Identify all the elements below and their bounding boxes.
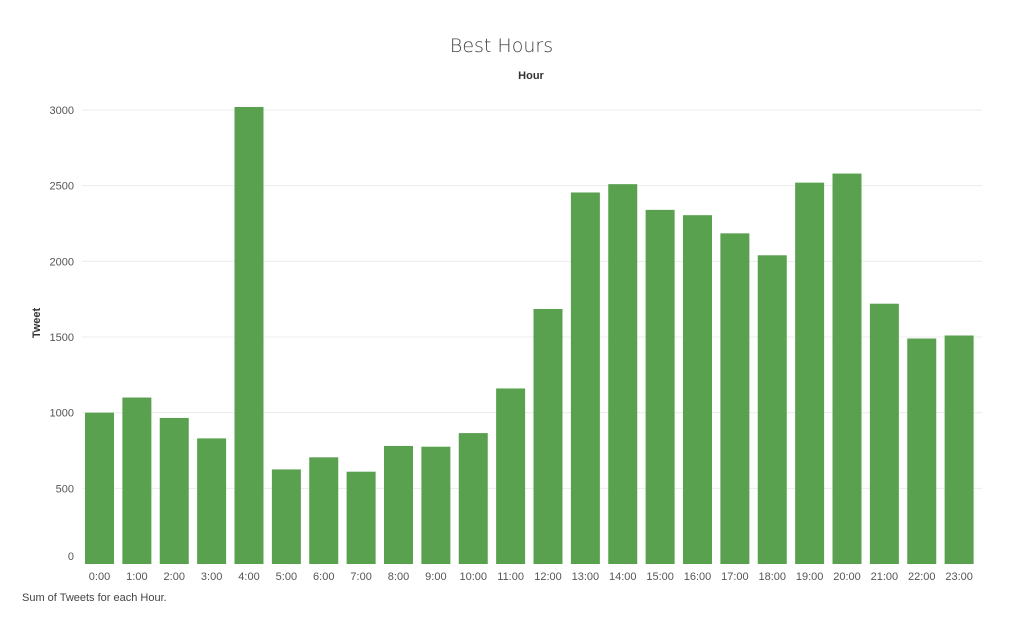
y-tick-label: 0 (68, 551, 74, 563)
bar-11-00[interactable] (496, 388, 526, 564)
x-tick-label: 13:00 (572, 571, 600, 583)
bar-23-00[interactable] (944, 335, 974, 564)
bar-13-00[interactable] (570, 192, 600, 564)
x-tick-label: 10:00 (459, 571, 487, 583)
bar-17-00[interactable] (720, 233, 750, 564)
chart-caption: Sum of Tweets for each Hour. (22, 592, 167, 604)
y-axis: 0 500 1000 1500 2000 2500 3000 (50, 105, 74, 563)
x-axis: 0:00 1:00 2:00 3:00 4:00 5:00 6:00 7:00 8:00 9:00… (89, 571, 973, 583)
bar-6-00[interactable] (309, 457, 339, 564)
y-tick-label: 1500 (50, 332, 74, 344)
x-tick-label: 9:00 (425, 571, 446, 583)
bar-18-00[interactable] (757, 255, 787, 564)
bar-2-00[interactable] (159, 417, 189, 564)
bar-14-00[interactable] (608, 184, 638, 565)
x-tick-label: 11:00 (497, 571, 524, 583)
x-tick-label: 15:00 (646, 571, 674, 583)
bar-10-00[interactable] (458, 433, 488, 564)
x-tick-label: 21:00 (871, 571, 899, 583)
x-tick-label: 3:00 (201, 571, 222, 583)
x-tick-label: 17:00 (721, 571, 749, 583)
x-axis-header-label: Hour (518, 70, 544, 82)
x-tick-label: 12:00 (534, 571, 562, 583)
bar-20-00[interactable] (832, 173, 862, 564)
x-tick-label: 6:00 (313, 571, 334, 583)
chart-title: Best Hours (449, 35, 554, 57)
x-tick-label: 7:00 (350, 571, 371, 583)
bar-0-00[interactable] (85, 412, 114, 564)
bar-22-00[interactable] (907, 338, 937, 564)
x-tick-label: 18:00 (758, 571, 786, 583)
x-tick-label: 4:00 (238, 571, 259, 583)
x-tick-label: 5:00 (276, 571, 297, 583)
x-tick-label: 19:00 (796, 571, 824, 583)
x-tick-label: 8:00 (388, 571, 409, 583)
bar-3-00[interactable] (197, 438, 227, 564)
bar-7-00[interactable] (346, 471, 376, 564)
x-tick-label: 16:00 (684, 571, 712, 583)
x-tick-label: 2:00 (164, 571, 185, 583)
y-tick-label: 3000 (50, 105, 74, 117)
x-tick-label: 23:00 (945, 571, 973, 583)
bar-4-00[interactable] (234, 106, 264, 565)
bar-15-00[interactable] (645, 209, 675, 564)
x-tick-label: 14:00 (609, 571, 637, 583)
x-tick-label: 0:00 (89, 571, 110, 583)
bars (85, 106, 974, 565)
bar-5-00[interactable] (271, 469, 301, 564)
y-tick-label: 2000 (50, 256, 74, 268)
gridlines (82, 109, 982, 489)
x-tick-label: 1:00 (126, 571, 147, 583)
bar-16-00[interactable] (683, 215, 712, 564)
y-tick-label: 500 (56, 483, 74, 495)
y-tick-label: 2500 (50, 181, 74, 193)
bar-8-00[interactable] (384, 445, 413, 564)
y-tick-label: 1000 (50, 408, 74, 420)
bar-21-00[interactable] (869, 303, 899, 564)
bar-1-00[interactable] (122, 397, 152, 564)
x-tick-label: 20:00 (833, 571, 861, 583)
bar-9-00[interactable] (421, 446, 451, 564)
x-tick-label: 22:00 (908, 571, 936, 583)
y-axis-label: Tweet (31, 307, 43, 338)
bar-12-00[interactable] (533, 309, 563, 564)
bar-19-00[interactable] (795, 182, 825, 564)
